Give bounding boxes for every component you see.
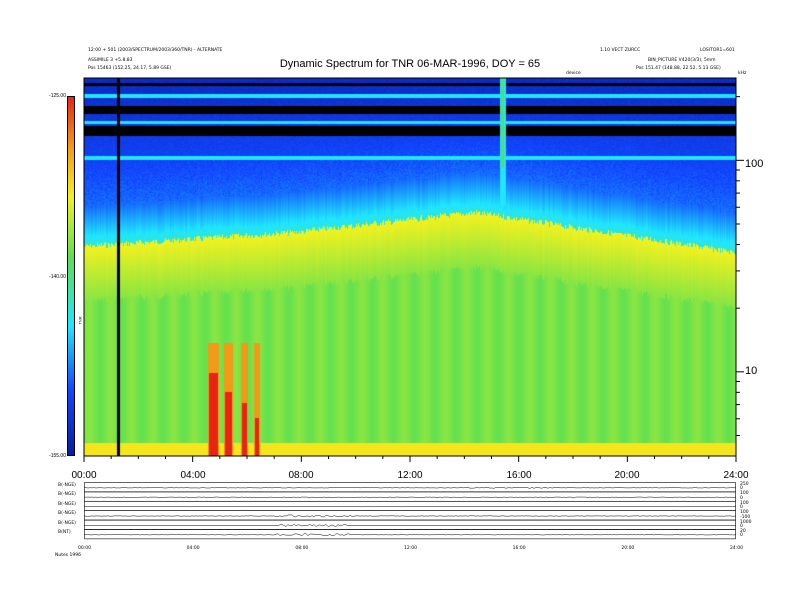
panel-label: B(NT) (58, 529, 71, 535)
header-right-position: Pos 151.47 (148.88, 22.52, 5.13 GSE) (636, 66, 721, 71)
panel-label: B(-NGE) (58, 520, 76, 526)
panel-frame (84, 510, 736, 521)
panel-scale-top: 1000 (740, 519, 752, 525)
panel-scale-bottom: 0 (740, 486, 743, 492)
panel-time-tick: 00:00 (78, 546, 91, 551)
y-tick-10: 10 (745, 365, 758, 377)
panel-scale-bottom: -100 (740, 514, 751, 520)
x-tick-1600: 16:00 (506, 470, 532, 481)
panel-frame (84, 519, 736, 530)
dynamic-spectrum-heatmap (84, 78, 736, 456)
panel-time-tick: 08:00 (295, 546, 309, 551)
panel-scale-bottom: 0 (740, 533, 743, 539)
panel-scale-top: 100 (740, 500, 749, 506)
header-left-line1: 12:00 + 501 (2003/SPECTRUM/2003/360/TNR)… (88, 48, 223, 53)
panel-trace (84, 486, 736, 489)
x-tick-0000: 00:00 (71, 470, 97, 481)
x-tick-0400: 04:00 (180, 470, 206, 481)
header-left-line2: ASSIMILE 3 +5.8.83 (88, 58, 133, 63)
panel-scale-bottom: 0 (740, 523, 743, 529)
panel-time-tick: 16:00 (512, 546, 526, 551)
panel-time-tick: 20:00 (621, 546, 635, 551)
khz-unit-label: kHz (738, 71, 747, 76)
panel-time-tick: 24:00 (730, 546, 743, 551)
panel-frame (84, 529, 736, 540)
spectrum-frame (83, 77, 737, 457)
panels-footer: Nutes 1996 (55, 553, 81, 558)
x-tick-1200: 12:00 (397, 470, 423, 481)
x-tick-2000: 20:00 (614, 470, 640, 481)
panel-label: B(-NGE) (58, 483, 76, 488)
panel-trace (84, 533, 736, 537)
panel-label: B(-NGE) (58, 501, 76, 507)
x-tick-0800: 08:00 (288, 470, 314, 481)
colorbar-tick-mid: -140.00 (49, 274, 66, 280)
colorbar-frame (67, 96, 75, 456)
header-right-line1b: LOSITOR1=601 (700, 48, 735, 53)
colorbar-tick-min: -155.00 (49, 453, 66, 459)
x-tick-marks (83, 456, 737, 462)
panel-time-tick: 04:00 (186, 546, 200, 551)
panel-scale-bottom: 0 (740, 505, 743, 511)
panel-frame (84, 482, 736, 493)
panel-trace (84, 524, 736, 527)
panel-label: B(-NGE) (58, 492, 76, 498)
header-left-position: Pos 15463 (152.25, 24.17, 5.89 GSE) (88, 66, 172, 71)
panel-time-tick: 12:00 (404, 546, 417, 551)
colorbar (67, 96, 75, 456)
panel-scale-bottom: 0 (740, 495, 743, 501)
panel-frame (84, 500, 736, 511)
panel-label: B(-NGE) (58, 511, 76, 517)
header-right-line1: 1.10 VECT ZURCC (600, 48, 641, 53)
panel-scale-top: 250 (740, 482, 749, 487)
header-mid-label: device (566, 71, 581, 76)
y-tick-marks-right (736, 96, 744, 437)
panel-scale-top: 20 (740, 528, 746, 534)
y-tick-100: 100 (745, 158, 764, 170)
magnetometer-panels (84, 482, 736, 540)
panel-frame (84, 491, 736, 502)
panel-scale-top: 100 (740, 510, 749, 516)
panel-scale-top: 100 (740, 491, 749, 497)
colorbar-tick-max: -125.00 (49, 93, 66, 99)
header-right-line2: BIN_PICTURE V420(3/3), 5mm (648, 58, 716, 63)
x-tick-2400: 24:00 (723, 470, 749, 481)
chart-title: Dynamic Spectrum for TNR 06-MAR-1996, DO… (279, 58, 541, 70)
panel-trace (84, 514, 736, 518)
